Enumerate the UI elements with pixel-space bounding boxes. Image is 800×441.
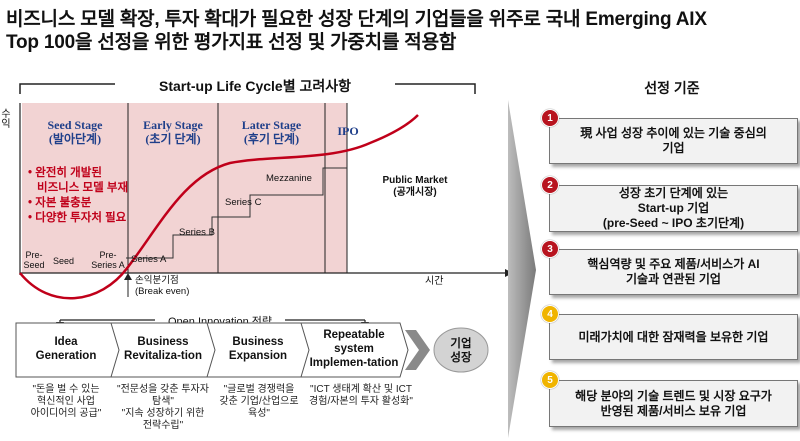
lifecycle-title-bracket xyxy=(19,83,476,94)
series-pre-series-a: Pre- Series A xyxy=(91,250,125,270)
phase-4-shape xyxy=(300,322,409,378)
criteria-item-2: 성장 초기 단계에 있는 Start-up 기업 (pre-Seed ~ IPO 초… xyxy=(549,185,798,232)
result-ellipse xyxy=(433,327,489,373)
note-bullet: • xyxy=(28,197,33,209)
header-title-line2: Top 100을 선정을 위한 평가지표 선정 및 가중치를 적용함 xyxy=(6,32,457,53)
seed-notes: • 완전히 개발된 비즈니스 모델 부재 • 자본 불충분 • 다양한 투자처 … xyxy=(28,166,128,226)
criteria-number-3: 3 xyxy=(541,240,559,258)
quote-idea-generation: "돈을 벌 수 있는 혁신적인 사업 아이디어의 공급" xyxy=(30,384,102,419)
criteria-item-5: 해당 분야의 기술 트렌드 및 시장 요구가 반영된 제품/서비스 보유 기업 xyxy=(549,380,798,427)
quote-repeatable-system: "ICT 생태계 확산 및 ICT 경험/자본의 투자 활성화" xyxy=(309,384,413,407)
criteria-number-1: 1 xyxy=(541,109,559,127)
stage-later: Later Stage (후기 단계) xyxy=(218,118,325,146)
stage-early-sub: (초기 단계) xyxy=(145,132,201,146)
note-bullet: • xyxy=(28,212,33,224)
criteria-item-3: 핵심역량 및 주요 제품/서비스가 AI 기술과 연관된 기업 xyxy=(549,249,798,295)
stage-seed: Seed Stage (발아단계) xyxy=(22,118,128,146)
growth-curve xyxy=(19,114,419,300)
quote-business-expansion: "글로벌 경쟁력을 갖춘 기업/산업으로 육성" xyxy=(219,384,299,419)
stage-later-sub: (후기 단계) xyxy=(243,132,300,146)
stage-seed-sub: (발아단계) xyxy=(48,132,102,146)
criteria-number-4: 4 xyxy=(541,305,559,323)
stage-early-name: Early Stage xyxy=(143,118,203,132)
lifecycle-title: Start-up Life Cycle별 고려사항 xyxy=(159,78,351,94)
phase-business-expansion: Business Expansion xyxy=(228,336,288,362)
stage-seed-name: Seed Stage xyxy=(47,118,103,132)
series-seed: Seed xyxy=(53,256,75,266)
criteria-number-2: 2 xyxy=(541,176,559,194)
phase-business-revitalization: Business Revitaliza-tion xyxy=(124,336,202,362)
criteria-number-5: 5 xyxy=(541,371,559,389)
series-a: Series A xyxy=(131,254,167,265)
criteria-title: 선정 기준 xyxy=(644,80,700,96)
stage-background xyxy=(22,103,347,273)
quote-business-revitalization: "전문성을 갖춘 투자자 탐색" "지속 성장하기 위한 전략수립" xyxy=(117,384,209,431)
series-b: Series B xyxy=(179,227,215,238)
note-1: 완전히 개발된 xyxy=(35,167,102,179)
phase-repeatable-system: Repeatable system Implemen-tation xyxy=(309,329,399,369)
stage-later-name: Later Stage xyxy=(241,118,302,132)
note-bullet: • xyxy=(28,167,33,179)
note-3: 자본 불충분 xyxy=(35,197,92,209)
phase-idea-generation: Idea Generation xyxy=(35,336,97,362)
note-2: 비즈니스 모델 부재 xyxy=(37,182,129,194)
stage-early: Early Stage (초기 단계) xyxy=(128,118,218,146)
criteria-item-4: 미래가치에 대한 잠재력을 보유한 기업 xyxy=(549,314,798,360)
innovation-phases xyxy=(15,322,489,378)
series-pre-seed: Pre- Seed xyxy=(23,250,45,270)
series-mezzanine: Mezzanine xyxy=(266,173,312,184)
y-axis-label: 수익 xyxy=(1,109,11,130)
header-title-line1: 비즈니스 모델 확장, 투자 확대가 필요한 성장 단계의 기업들을 위주로 국… xyxy=(6,9,707,30)
series-c: Series C xyxy=(225,197,262,208)
phase-arrow xyxy=(405,330,430,370)
criteria-item-1: 現 사업 성장 추이에 있는 기술 중심의 기업 xyxy=(549,118,798,164)
connector-arrow xyxy=(508,100,536,438)
public-market-label: Public Market (공개시장) xyxy=(382,175,448,198)
x-axis-label: 시간 xyxy=(425,276,444,287)
break-even-label: 손익분기점 (Break even) xyxy=(135,275,190,297)
result-label: 기업 성장 xyxy=(450,338,472,364)
lifecycle-diagram xyxy=(19,103,513,300)
stage-ipo: IPO xyxy=(337,124,359,138)
note-4: 다양한 투자처 필요 xyxy=(35,212,127,224)
